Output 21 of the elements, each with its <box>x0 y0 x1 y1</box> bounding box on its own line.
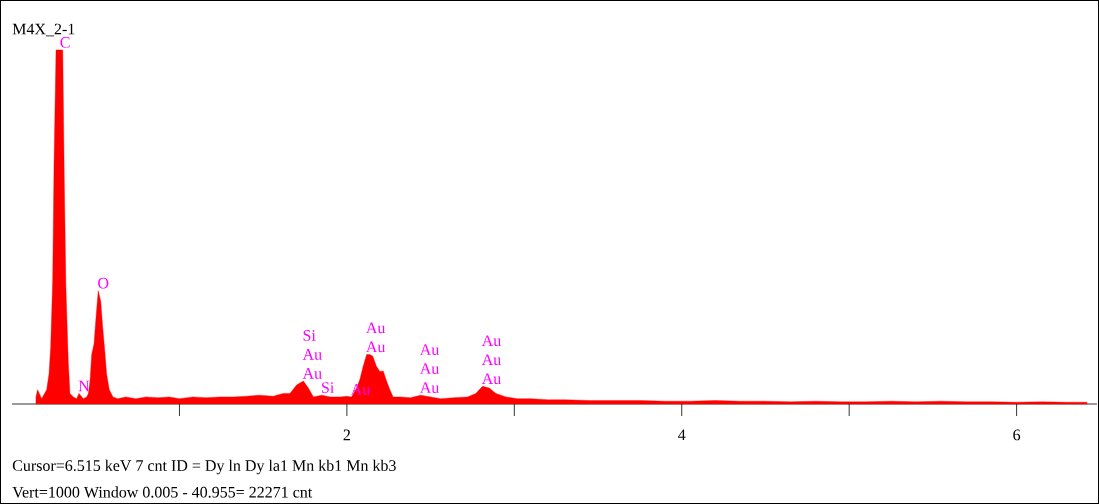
annotation: Au <box>365 341 386 353</box>
annotation: Si <box>303 330 316 341</box>
annotation: Au <box>481 373 501 385</box>
x-tick-label: 6 <box>1013 429 1021 441</box>
annotation: Au <box>481 335 501 347</box>
text: Vert=1000 Window 0.005 - 40.955= 22271 cnt <box>12 486 313 498</box>
x-tick-label: 2 <box>343 429 350 441</box>
annotation: Au <box>419 363 440 374</box>
chart-title: M4X_2-1 <box>12 23 75 37</box>
annotation: Au <box>302 368 322 379</box>
annotation: Au <box>302 349 322 360</box>
text: Cursor=6.515 keV 7 cnt ID = Dy ln Dy la1 Mn kb1 Mn kb3 <box>12 459 396 475</box>
x-tick-label: 4 <box>678 429 686 441</box>
annotation: O <box>98 277 109 289</box>
annotation: N <box>78 380 90 392</box>
annotation: Au <box>419 344 440 355</box>
annotation: Si <box>322 382 334 393</box>
annotation: Au <box>419 382 440 393</box>
annotation: Au <box>365 322 386 334</box>
annotation: Au <box>481 354 501 366</box>
annotation: C <box>60 37 70 48</box>
